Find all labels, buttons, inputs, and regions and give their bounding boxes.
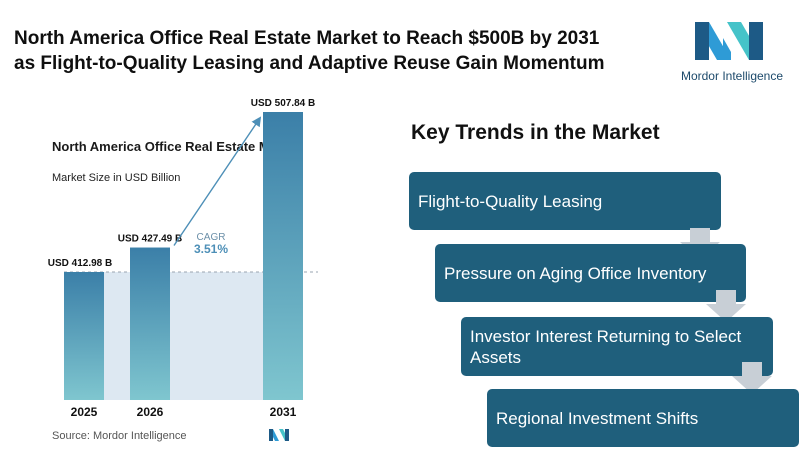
trend-item-2-label: Pressure on Aging Office Inventory: [444, 263, 707, 283]
headline: North America Office Real Estate Market …: [14, 26, 654, 76]
bar-2026: [130, 247, 170, 400]
trend-item-1-label: Flight-to-Quality Leasing: [418, 191, 603, 211]
source-name: Mordor Intelligence: [92, 430, 187, 442]
headline-line-1: North America Office Real Estate Market …: [14, 28, 600, 49]
trends-title: Key Trends in the Market: [411, 121, 660, 144]
cagr-value: 3.51%: [194, 242, 228, 256]
trend-item-2: Pressure on Aging Office Inventory: [435, 244, 746, 302]
trend-item-4-label: Regional Investment Shifts: [496, 408, 699, 428]
source-note: Source: Mordor Intelligence: [52, 430, 187, 442]
value-label-2025: USD 412.98 B: [48, 258, 112, 269]
logo-text: Mordor Intelligence: [680, 69, 784, 83]
category-label-2025: 2025: [71, 405, 98, 419]
category-label-2031: 2031: [270, 405, 297, 419]
down-arrow-icon: [706, 290, 746, 322]
chart-subtitle: Market Size in USD Billion: [52, 172, 181, 184]
mini-logo-icon: [269, 429, 289, 441]
category-label-2026: 2026: [137, 405, 164, 419]
bar-2025: [64, 272, 104, 400]
headline-line-2: as Flight-to-Quality Leasing and Adaptiv…: [14, 53, 605, 74]
trend-item-4: Regional Investment Shifts: [487, 389, 799, 447]
cagr-arrow: [173, 116, 262, 246]
trend-item-3-label: Investor Interest Returning to Select As…: [470, 326, 742, 367]
value-label-2026: USD 427.49 B: [118, 234, 182, 245]
down-arrow-icon: [732, 362, 772, 394]
trend-item-1: Flight-to-Quality Leasing: [409, 172, 721, 230]
source-label: Source:: [52, 430, 90, 442]
cagr-label: CAGR: [197, 232, 226, 243]
bar-2031: [263, 112, 303, 400]
trend-item-3: Investor Interest Returning to Select As…: [461, 317, 773, 376]
mordor-intelligence-logo-icon: [695, 22, 763, 60]
value-label-2031: USD 507.84 B: [251, 98, 315, 109]
